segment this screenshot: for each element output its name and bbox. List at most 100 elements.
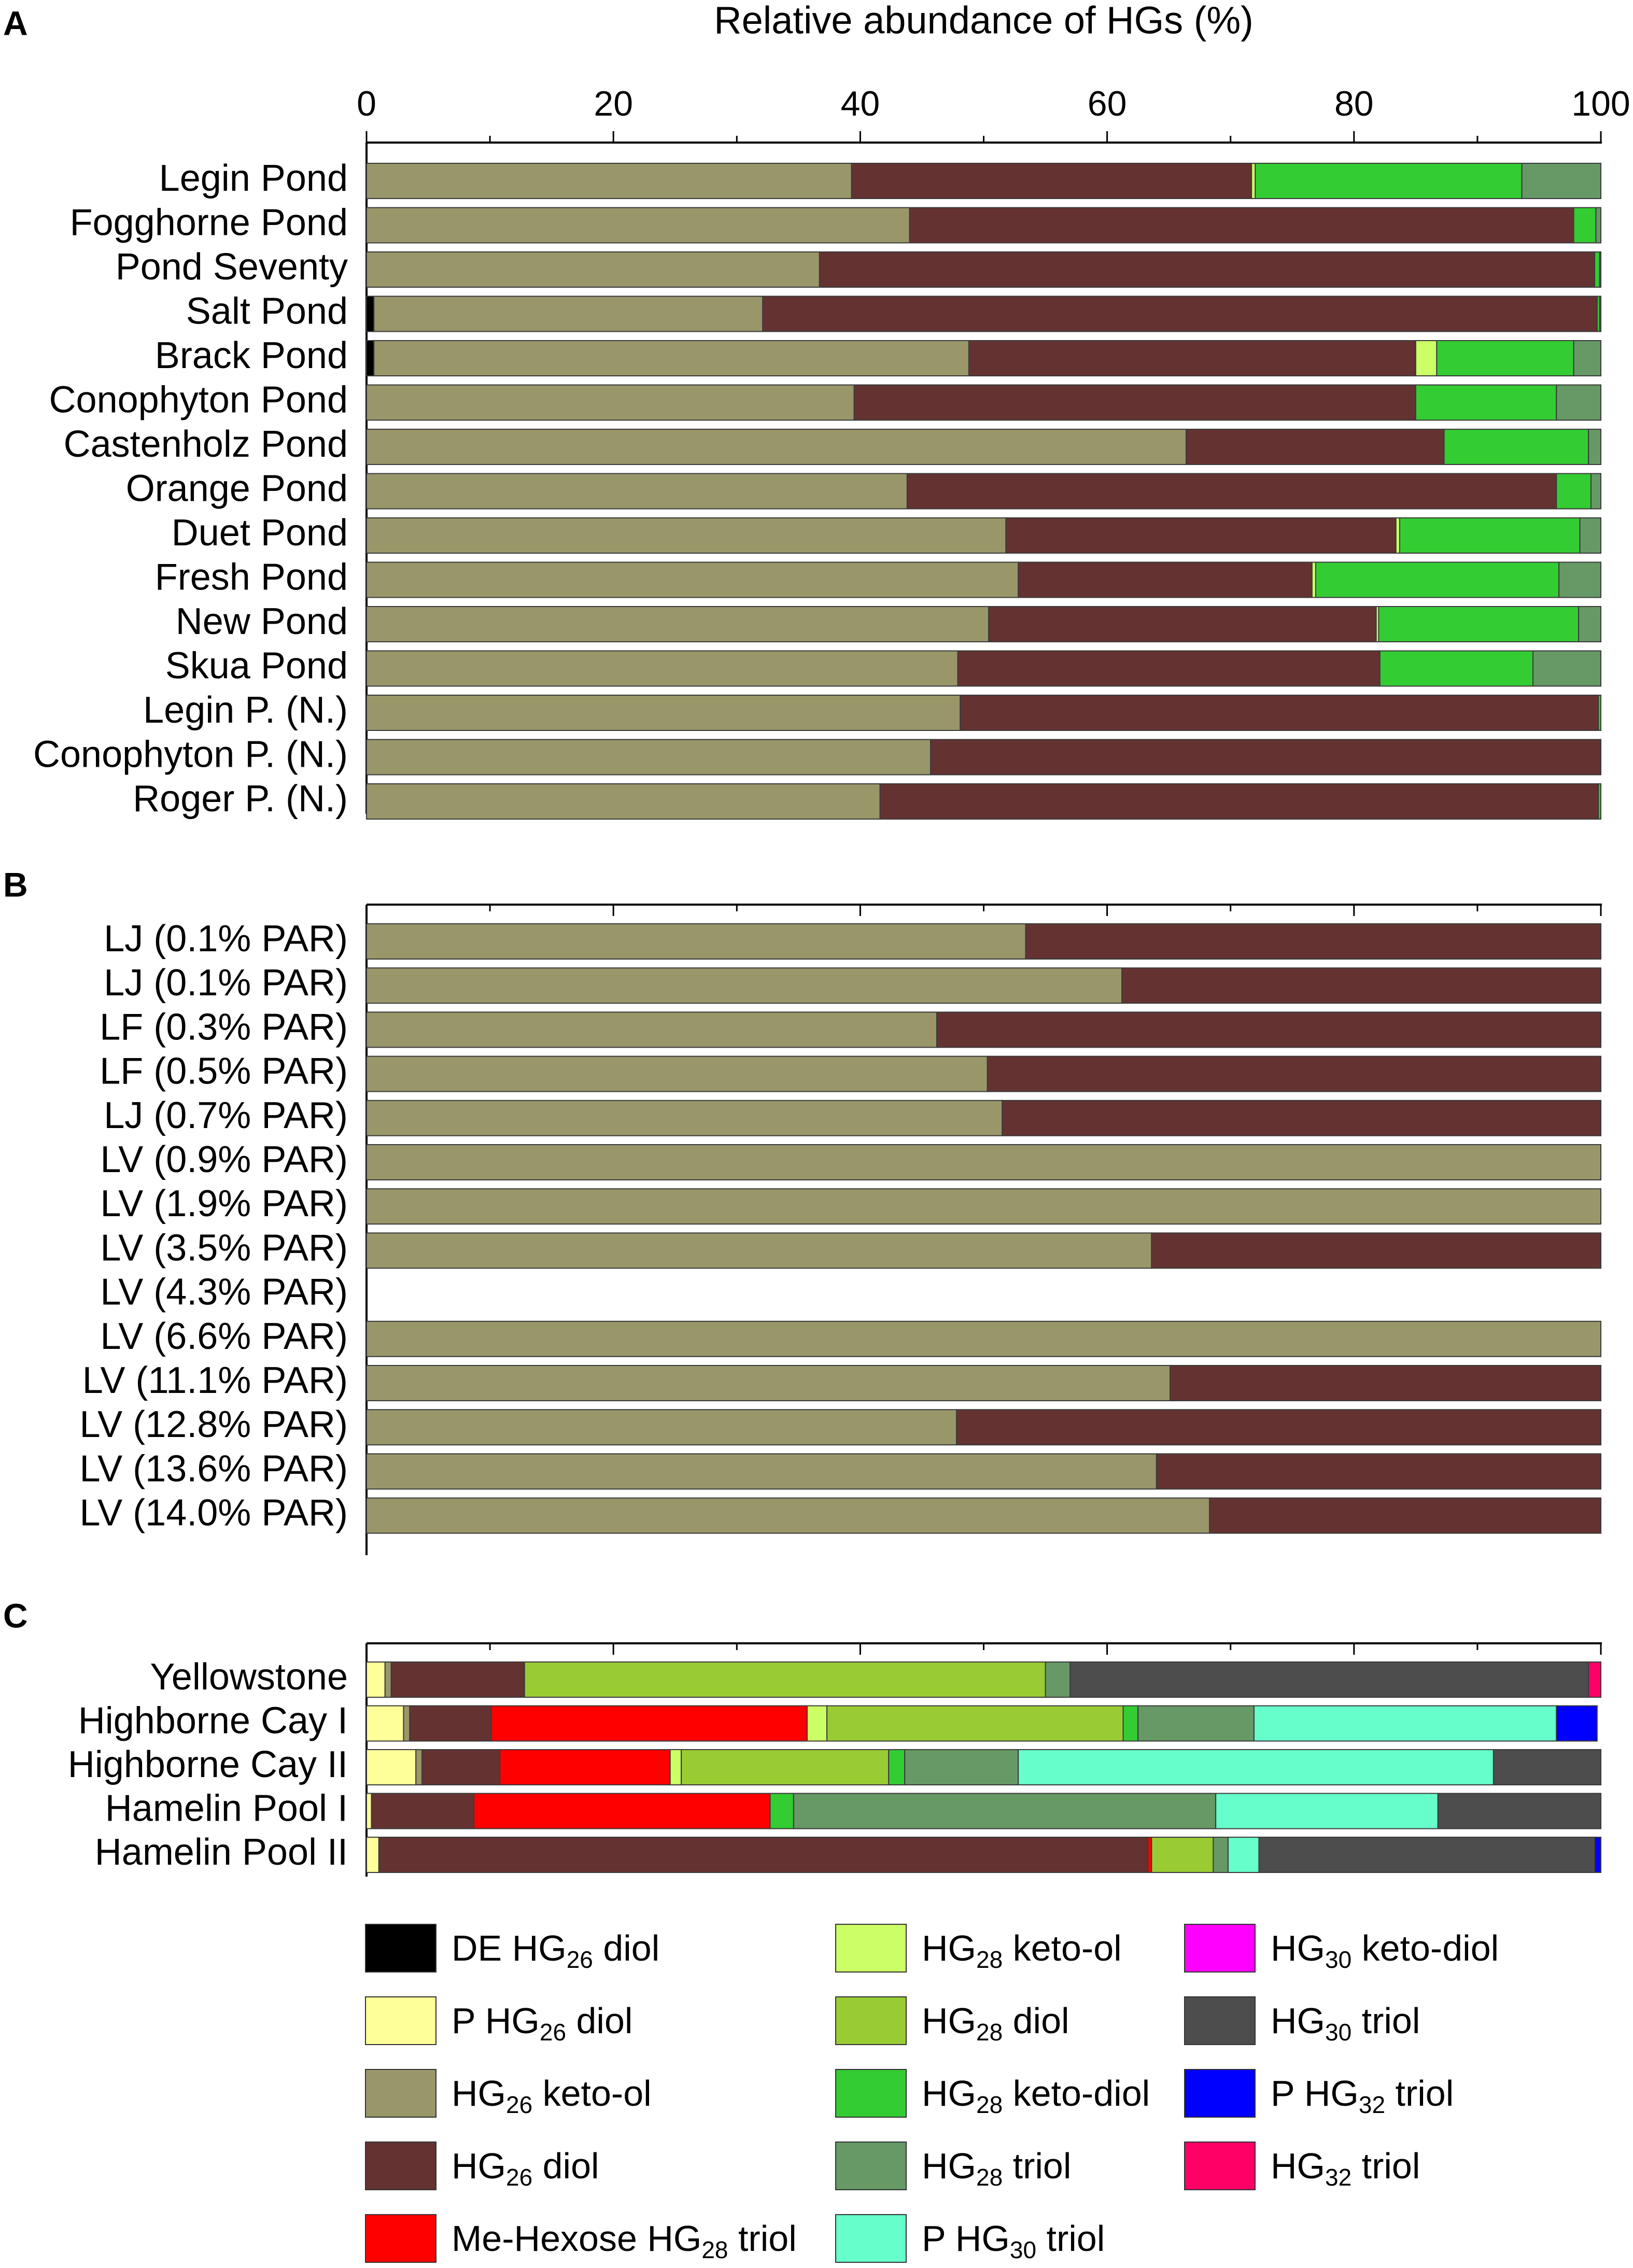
panel-a-bar-segment-hg26-diol	[960, 695, 1599, 731]
panel-a-row-label: Fresh Pond	[155, 557, 348, 598]
legend-item-hg26-keto-ol: HG26 keto-ol	[365, 2069, 652, 2118]
panel-a-row-label: Skua Pond	[165, 645, 348, 687]
panel-a-bar-segment-hg28-triol	[1556, 384, 1601, 421]
panel-c-bar-segment-me-hexose-hg28-triol	[473, 1793, 771, 1829]
panel-b-row-label: LV (13.6% PAR)	[79, 1448, 348, 1489]
legend-label: P HG30 triol	[922, 2218, 1105, 2263]
panel-b-row-label: LJ (0.1% PAR)	[104, 918, 348, 960]
panel-a-bar-segment-hg28-keto-diol	[1415, 384, 1557, 421]
panel-a-row-label: Conophyton P. (N.)	[33, 734, 348, 776]
panel-a-bar-segment-hg28-triol	[1599, 295, 1601, 332]
panel-c-bar-segment-p-hg26-diol	[366, 1793, 372, 1829]
panel-b-row-label: LV (1.9% PAR)	[101, 1183, 348, 1224]
legend-label: P HG32 triol	[1271, 2073, 1454, 2118]
panel-b-bar-segment-hg26-keto-ol	[366, 1055, 988, 1092]
panel-a-bar-segment-hg26-keto-ol	[366, 384, 855, 421]
panel-c-bar-segment-hg28-triol	[904, 1749, 1019, 1785]
panel-c-row-label: Highborne Cay I	[78, 1700, 348, 1742]
legend-item-hg26-diol: HG26 diol	[365, 2142, 599, 2191]
legend-label: HG32 triol	[1271, 2146, 1420, 2191]
panel-b-bar-segment-hg26-diol	[956, 1409, 1601, 1446]
panel-a-bar-segment-hg26-diol	[762, 295, 1598, 332]
panel-c-row-label: Yellowstone	[150, 1656, 348, 1698]
legend-item-p-hg30-triol: P HG30 triol	[835, 2214, 1105, 2263]
panel-b-row-label: LV (0.9% PAR)	[101, 1139, 348, 1180]
panel-a-bar-segment-hg28-keto-diol	[1556, 473, 1592, 510]
panel-a-bar-segment-hg28-keto-ol	[1251, 163, 1256, 199]
legend-swatch	[1184, 1924, 1256, 1973]
panel-a-x-axis-title: Relative abundance of HGs (%)	[714, 0, 1254, 42]
panel-b-bar-segment-hg26-keto-ol	[366, 1100, 1003, 1136]
panel-a-bar-segment-hg28-triol	[1578, 606, 1602, 642]
panel-c-bar-segment-p-hg30-triol	[1227, 1837, 1260, 1873]
panel-c-bar-segment-hg26-keto-ol	[403, 1705, 411, 1742]
panel-c-bar-segment-hg30-triol	[1258, 1837, 1596, 1873]
panel-a-row-label: Legin P. (N.)	[143, 689, 348, 731]
panel-a-bar-segment-hg28-keto-diol	[1594, 251, 1600, 288]
legend-item-hg28-keto-diol: HG28 keto-diol	[835, 2069, 1150, 2118]
panel-c-bar-segment-hg30-triol	[1437, 1793, 1601, 1829]
panel-a-bar-segment-hg28-keto-diol	[1255, 163, 1523, 199]
panel-c-bar-segment-hg28-diol	[681, 1749, 890, 1785]
panel-c-bar-segment-hg26-diol	[421, 1749, 501, 1785]
panel-b-row-label: LV (14.0% PAR)	[79, 1492, 348, 1534]
panel-b-row-label: LJ (0.7% PAR)	[104, 1095, 348, 1136]
panel-a-bar-segment-hg26-diol	[879, 783, 1599, 820]
panel-a-bar-segment-hg26-diol	[906, 473, 1557, 510]
chart-layer: A Relative abundance of HGs (%) 0 20 40 60 80 1…	[3, 0, 1630, 1877]
legend-swatch	[365, 2214, 437, 2263]
panel-c-bar-segment-hg28-diol	[1151, 1837, 1214, 1873]
legend-label: HG28 triol	[922, 2146, 1071, 2191]
panel-a-x-tick-label: 40	[841, 84, 880, 123]
panel-c-bar-segment-hg26-keto-ol	[415, 1749, 423, 1785]
legend-label: Me-Hexose HG28 triol	[452, 2218, 797, 2263]
panel-c-bar-segment-hg26-diol	[409, 1705, 492, 1742]
panel-a-bar-segment-hg26-keto-ol	[366, 473, 908, 510]
panel-a-bar-segment-hg26-diol	[968, 340, 1416, 376]
legend-swatch	[365, 2069, 437, 2118]
legend-label: P HG26 diol	[452, 2001, 632, 2046]
panel-a-bar-segment-hg26-keto-ol	[366, 650, 959, 687]
panel-a-bar-segment-hg26-diol	[853, 384, 1416, 421]
panel-a-bar-segment-hg28-triol	[1590, 473, 1601, 510]
legend-label: DE HG26 diol	[452, 1928, 659, 1973]
panel-c-bar-segment-hg26-diol	[390, 1661, 525, 1698]
panel-a-row-label: Duet Pond	[172, 512, 348, 554]
panel-c-bar-segment-hg28-keto-ol	[669, 1749, 682, 1785]
panel-c-bar-segment-hg26-diol	[371, 1793, 475, 1829]
panel-c-bar-segment-p-hg30-triol	[1253, 1705, 1557, 1742]
panel-b-row-label: LV (6.6% PAR)	[101, 1316, 348, 1357]
legend-item-hg30-keto-diol: HG30 keto-diol	[1184, 1924, 1499, 1973]
panel-c-letter: C	[3, 1596, 28, 1635]
panel-b-bar-segment-hg26-keto-ol	[366, 1453, 1157, 1490]
legend-swatch	[835, 2069, 907, 2118]
panel-a-bar-segment-hg26-keto-ol	[366, 429, 1187, 465]
panel-a-bar-segment-hg26-keto-ol	[366, 606, 990, 642]
legend-swatch	[1184, 2142, 1256, 2190]
panel-b-row-label: LJ (0.1% PAR)	[104, 962, 348, 1004]
panel-c-bar-segment-p-hg26-diol	[366, 1705, 404, 1742]
panel-a-bar-segment-hg26-keto-ol	[366, 163, 852, 199]
panel-a-x-tick-label: 100	[1571, 84, 1630, 123]
panel-a-row-label: New Pond	[176, 601, 348, 642]
legend-swatch	[835, 1996, 907, 2045]
panel-c-bar-segment-p-hg26-diol	[366, 1837, 379, 1873]
panel-a-bar-segment-hg26-diol	[851, 163, 1252, 199]
panel-c-bar-segment-hg32-triol	[1588, 1661, 1601, 1698]
legend-swatch	[365, 1996, 437, 2045]
panel-b-bar-segment-hg26-diol	[1121, 967, 1602, 1004]
panel-c-bar-segment-p-hg32-triol	[1594, 1837, 1601, 1873]
panel-a-row-label: Roger P. (N.)	[133, 778, 348, 820]
panel-b-row-label: LF (0.5% PAR)	[100, 1051, 348, 1092]
panel-a-bar-segment-hg28-triol	[1558, 561, 1601, 598]
legend-swatch	[835, 2214, 907, 2263]
legend-item-de-hg26-diol: DE HG26 diol	[365, 1924, 659, 1973]
legend-label: HG28 keto-diol	[922, 2073, 1150, 2118]
panel-c-bar-segment-hg28-diol	[524, 1661, 1046, 1698]
panel-b-bar-segment-hg26-diol	[1151, 1232, 1601, 1269]
panel-a-x-tick-label: 80	[1334, 84, 1374, 123]
panel-c-bar-segment-hg26-keto-ol	[384, 1661, 392, 1698]
legend-label: HG26 diol	[452, 2146, 599, 2191]
panel-a-x-tick-label: 20	[594, 84, 633, 123]
panel-a-bar-segment-hg28-keto-diol	[1443, 429, 1589, 465]
